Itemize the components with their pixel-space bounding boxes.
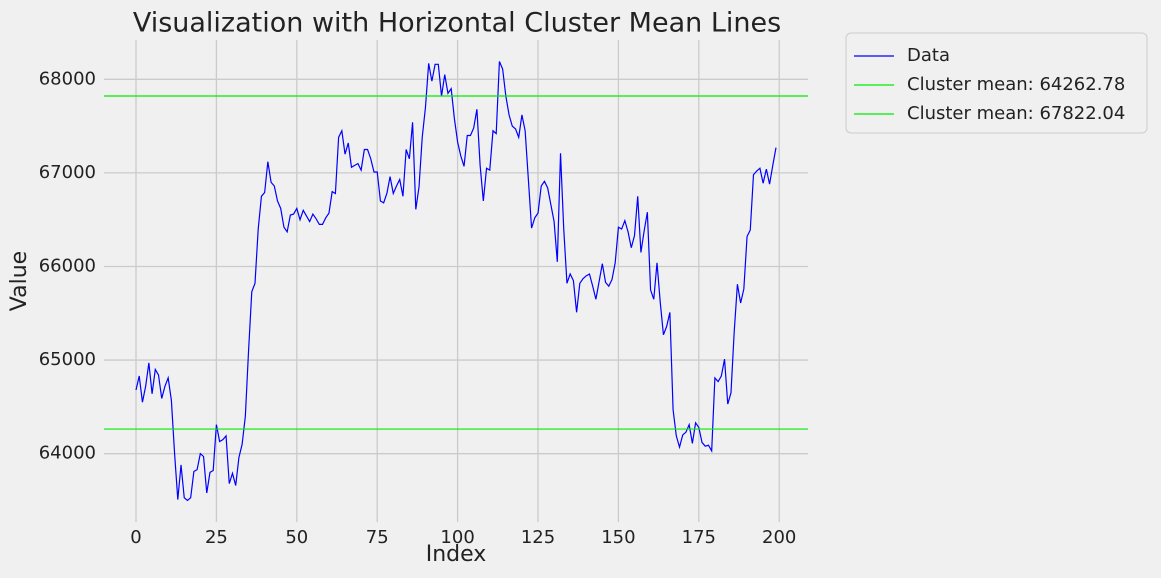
x-tick-label: 150 <box>601 527 635 548</box>
data-line <box>135 61 777 502</box>
y-tick-label: 68000 <box>39 68 96 89</box>
chart-title: Visualization with Horizontal Cluster Me… <box>133 8 781 39</box>
legend-box <box>845 32 1148 134</box>
x-axis-label: Index <box>426 542 487 567</box>
y-tick-label: 65000 <box>39 349 96 370</box>
y-tick-label: 64000 <box>39 443 96 464</box>
legend-label: Cluster mean: 64262.78 <box>907 74 1125 95</box>
x-tick-label: 100 <box>440 527 474 548</box>
x-tick-label: 0 <box>130 527 141 548</box>
y-tick-label: 67000 <box>39 162 96 183</box>
x-tick-label: 25 <box>205 527 228 548</box>
legend-label: Cluster mean: 67822.04 <box>907 103 1125 124</box>
y-axis-label: Value <box>7 251 32 311</box>
x-tick-label: 75 <box>366 527 389 548</box>
x-tick-label: 125 <box>521 527 555 548</box>
x-tick-label: 175 <box>682 527 716 548</box>
y-tick-label: 66000 <box>39 255 96 276</box>
legend-label: Data <box>907 45 950 66</box>
x-tick-label: 200 <box>762 527 796 548</box>
x-tick-label: 50 <box>285 527 308 548</box>
